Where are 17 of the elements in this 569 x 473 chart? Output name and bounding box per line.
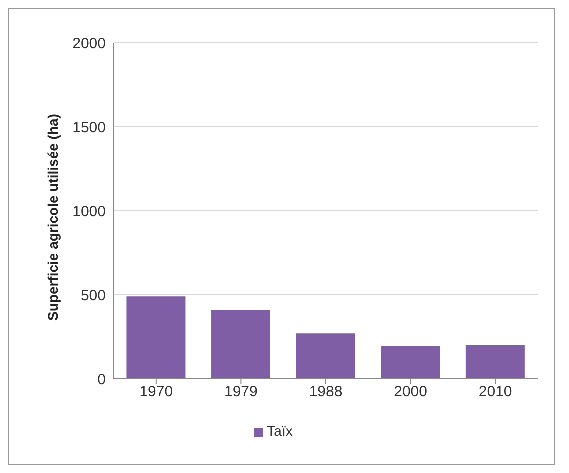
y-tick-label: 1000 <box>72 203 106 220</box>
x-tick-label: 1970 <box>140 384 174 401</box>
x-tick-label: 2010 <box>478 384 512 401</box>
bar <box>212 310 271 379</box>
bar <box>381 346 440 379</box>
bar <box>126 296 186 379</box>
x-tick-label: 2000 <box>394 384 428 401</box>
y-tick-label: 1500 <box>72 119 106 136</box>
y-axis-title: Superficie agricole utilisée (ha) <box>44 114 61 321</box>
x-tick-label: 1988 <box>309 384 343 401</box>
legend-label: Taïx <box>267 423 293 439</box>
bar <box>296 334 356 379</box>
x-tick-label: 1979 <box>224 384 258 401</box>
y-tick-label: 2000 <box>72 35 106 52</box>
y-tick-label: 0 <box>98 371 106 388</box>
y-tick-label: 500 <box>80 287 106 304</box>
bar <box>466 345 525 379</box>
